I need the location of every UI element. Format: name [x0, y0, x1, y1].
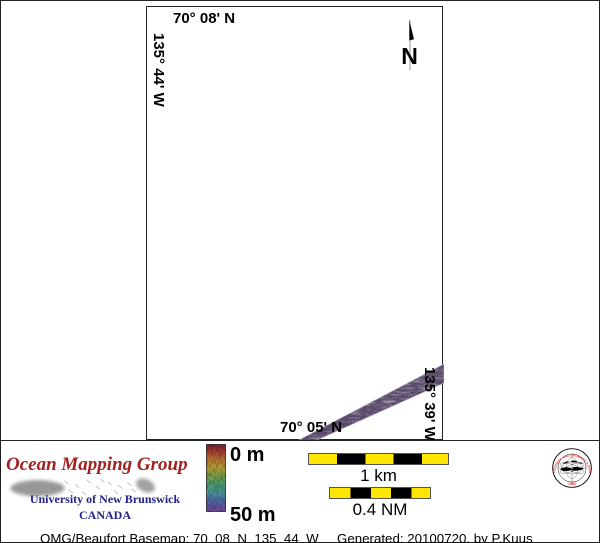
svg-text:UNB: UNB: [568, 482, 576, 486]
svg-text:N: N: [401, 43, 418, 69]
